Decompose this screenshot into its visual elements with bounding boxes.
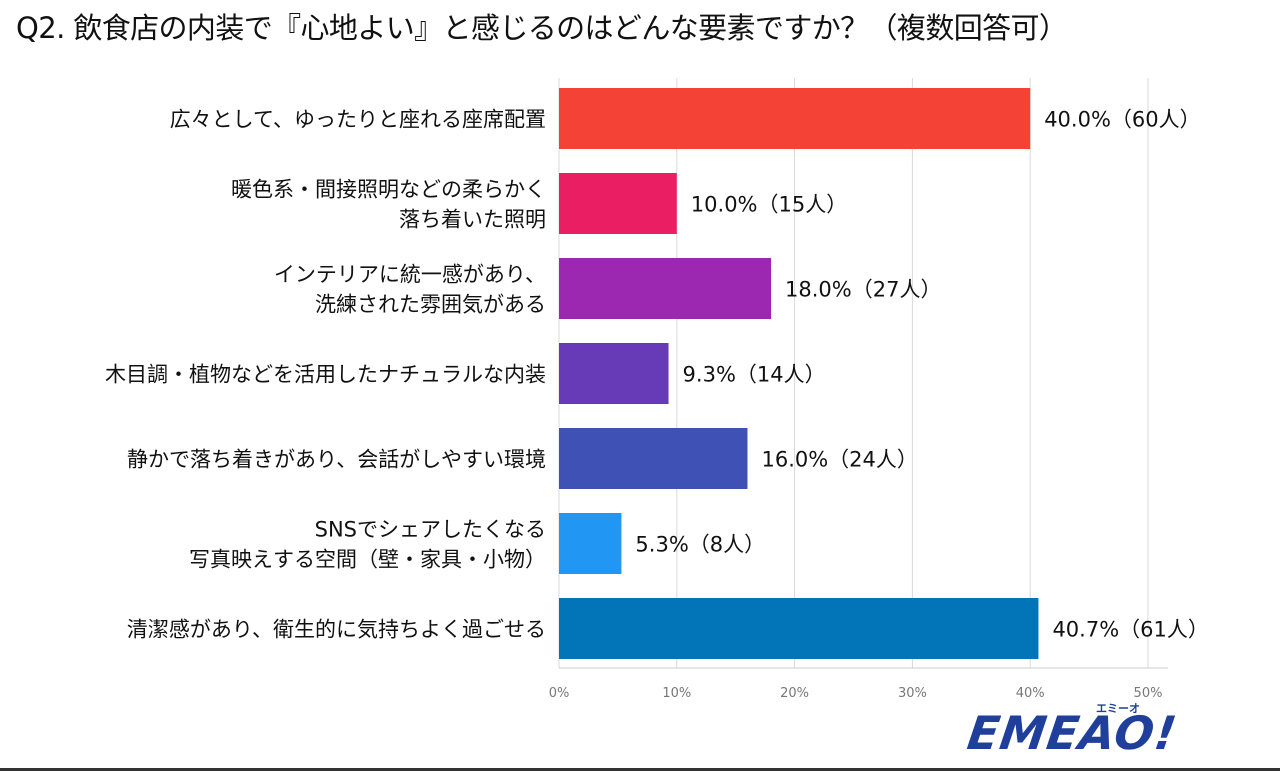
data-label: 9.3%（14人）: [683, 363, 826, 387]
x-tick-label: 0%: [549, 686, 570, 701]
data-label: 40.7%（61人）: [1052, 618, 1208, 642]
category-label: SNSでシェアしたくなる: [315, 518, 546, 542]
category-label: 清潔感があり、衛生的に気持ちよく過ごせる: [127, 618, 546, 642]
category-label: 写真映えする空間（壁・家具・小物）: [189, 548, 546, 572]
x-tick-label: 30%: [898, 686, 927, 701]
bar: [559, 513, 622, 574]
category-label: 静かで落ち着きがあり、会話がしやすい環境: [127, 448, 546, 472]
data-label: 5.3%（8人）: [635, 533, 765, 557]
x-tick-label: 50%: [1134, 686, 1163, 701]
category-label: 洗練された雰囲気がある: [315, 293, 546, 317]
bar: [559, 598, 1039, 659]
data-label: 10.0%（15人）: [691, 193, 847, 217]
brand-logo: EMEAO! エミーオ: [964, 700, 1180, 762]
category-label: インテリアに統一感があり、: [274, 263, 546, 287]
category-label: 広々として、ゆったりと座れる座席配置: [170, 108, 546, 132]
logo-subtext: エミーオ: [1096, 702, 1140, 715]
x-tick-label: 10%: [662, 686, 691, 701]
chart-title: Q2. 飲食店の内装で『心地よい』と感じるのはどんな要素ですか？（複数回答可）: [16, 11, 1068, 45]
category-label: 暖色系・間接照明などの柔らかく: [231, 178, 546, 202]
bottom-divider: [0, 768, 1280, 771]
bar: [559, 88, 1031, 149]
data-label: 16.0%（24人）: [761, 448, 917, 472]
x-tick-label: 20%: [780, 686, 809, 701]
x-tick-label: 40%: [1016, 686, 1045, 701]
data-label: 18.0%（27人）: [785, 278, 941, 302]
bar: [559, 343, 669, 404]
category-label: 落ち着いた照明: [399, 208, 546, 232]
bar: [559, 428, 748, 489]
data-label: 40.0%（60人）: [1044, 108, 1200, 132]
category-label: 木目調・植物などを活用したナチュラルな内装: [105, 363, 546, 387]
bar: [559, 258, 772, 319]
bar: [559, 173, 677, 234]
logo-wordmark: EMEAO!: [964, 706, 1181, 760]
